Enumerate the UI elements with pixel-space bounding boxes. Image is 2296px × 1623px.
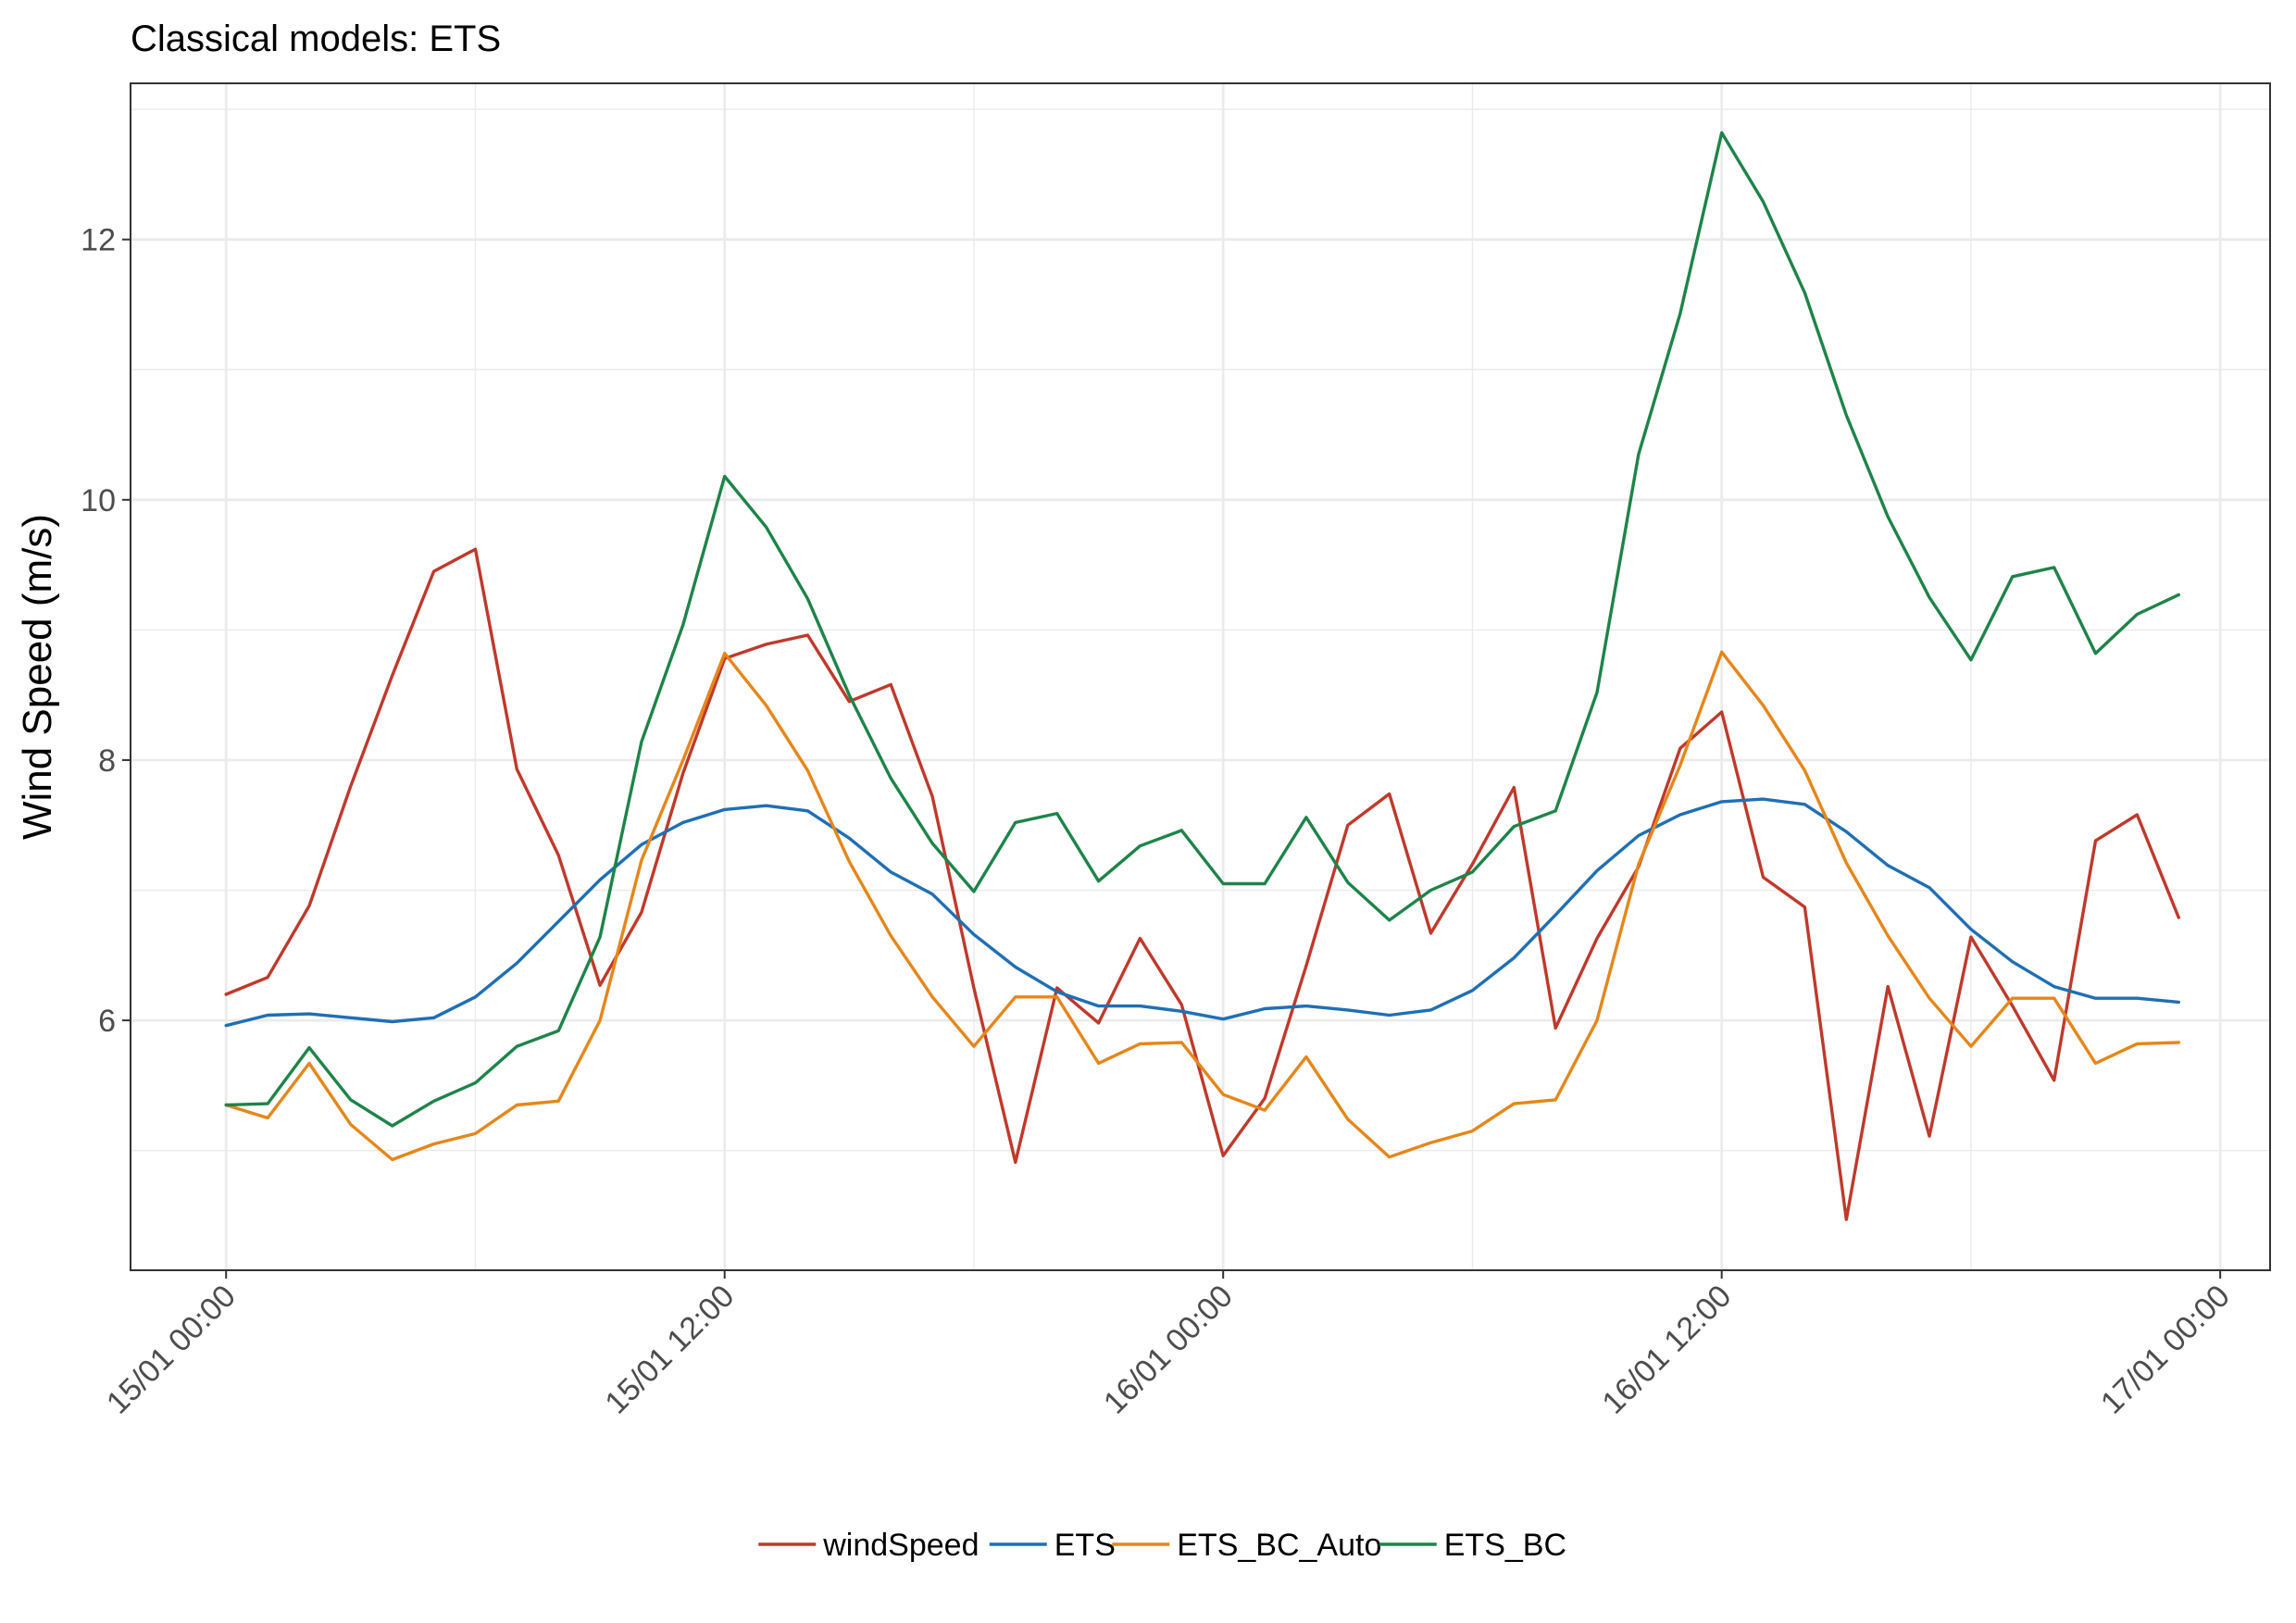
legend-label: ETS_BC_Auto [1177, 1528, 1381, 1563]
y-tick-label: 6 [98, 1004, 116, 1039]
legend-label: ETS_BC [1444, 1528, 1566, 1563]
y-tick-label: 8 [98, 743, 116, 779]
series-line-ETS_BC [224, 131, 2181, 1128]
legend-item-ETS_BC_Auto: ETS_BC_Auto [1112, 1528, 1381, 1563]
y-tick-label: 12 [81, 223, 116, 258]
legend-label: windSpeed [822, 1528, 979, 1563]
legend-item-ETS_BC: ETS_BC [1379, 1528, 1566, 1563]
chart-title: Classical models: ETS [131, 19, 501, 59]
y-axis: 6 8 10 12 [81, 223, 131, 1039]
legend-item-windSpeed: windSpeed [758, 1528, 980, 1563]
x-tick-label: 16/01 00:00 [1097, 1279, 1240, 1421]
grid [131, 83, 2270, 1270]
x-tick-label: 15/01 12:00 [598, 1279, 741, 1421]
legend-item-ETS: ETS [989, 1528, 1116, 1563]
legend: windSpeed ETS ETS_BC_Auto ETS_BC [758, 1528, 1566, 1563]
y-axis-title: Wind Speed (m/s) [15, 514, 60, 840]
legend-label: ETS [1054, 1528, 1116, 1563]
series-line-windSpeed [224, 547, 2181, 1221]
series-line-ETS [224, 797, 2181, 1028]
plot-panel-border [130, 82, 2271, 1271]
x-tick-label: 15/01 00:00 [100, 1279, 243, 1421]
series-line-ETS_BC_Auto [224, 650, 2181, 1162]
x-tick-label: 16/01 12:00 [1595, 1279, 1738, 1421]
x-axis: 15/01 00:00 15/01 12:00 16/01 00:00 16/01 1… [100, 1270, 2237, 1421]
series-lines [224, 131, 2181, 1221]
y-tick-label: 10 [81, 483, 116, 518]
x-tick-label: 17/01 00:00 [2094, 1279, 2237, 1421]
